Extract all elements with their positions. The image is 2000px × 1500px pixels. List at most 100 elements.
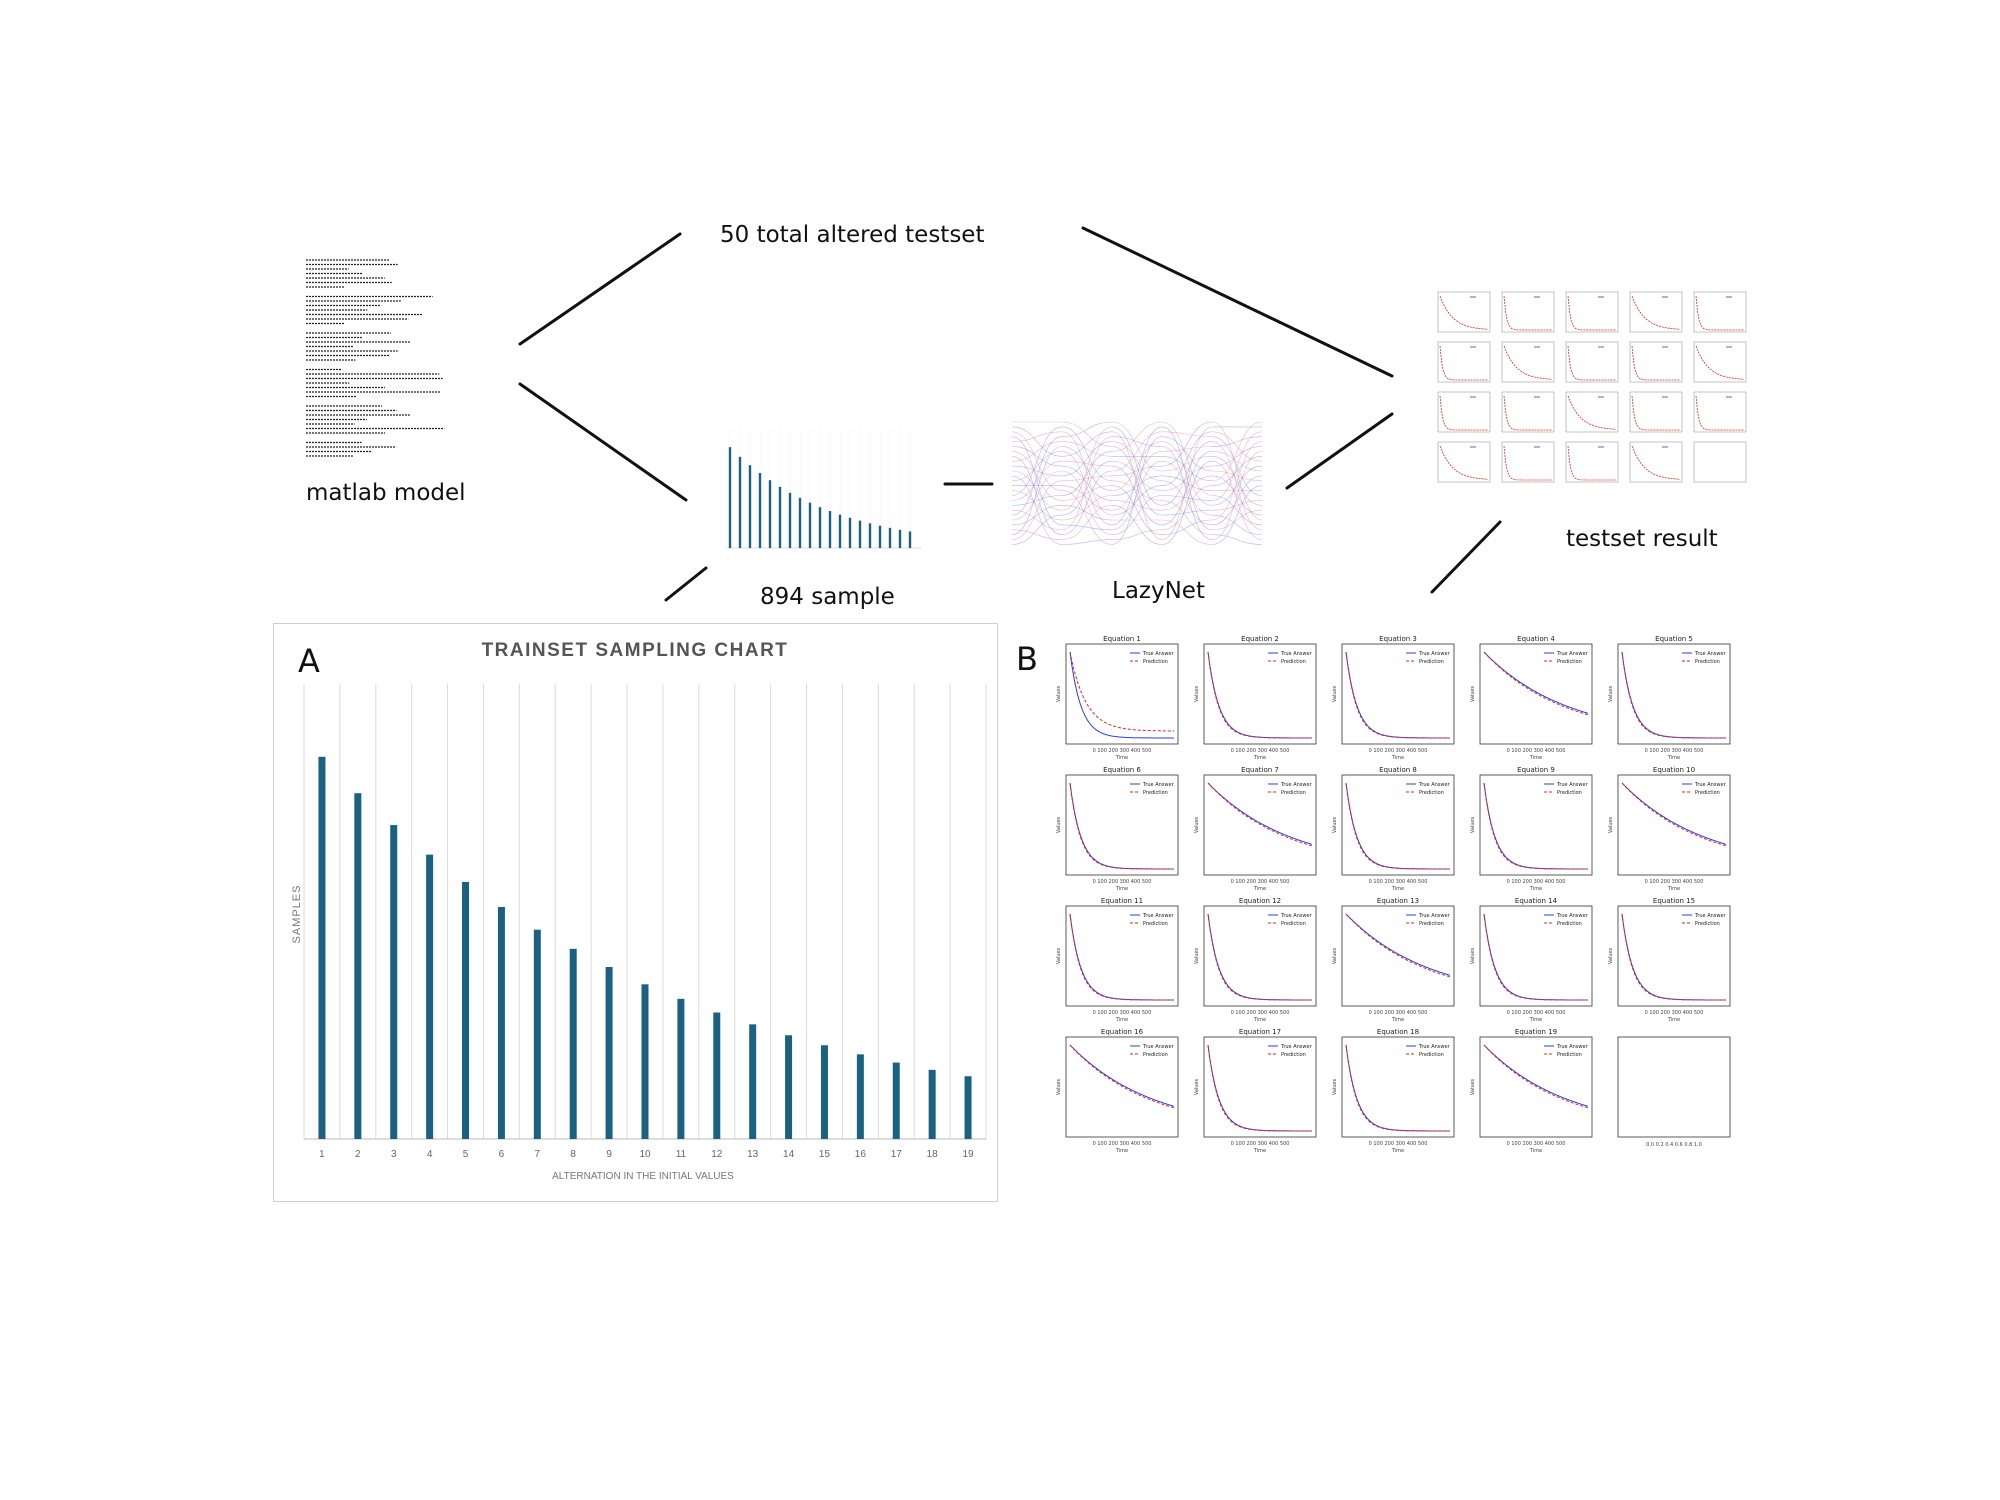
network-edge [1012,480,1063,540]
prediction-line [1345,782,1450,870]
network-edge [1161,456,1213,472]
bar-tick-label: 5 [463,1149,469,1160]
mini-curve [1439,395,1488,431]
bar-15 [820,1045,828,1139]
bar-chart-ylabel: SAMPLES [291,885,303,944]
network-edge [1012,505,1063,526]
subplot-xlabel: Time [1391,755,1404,761]
subplot-title: Equation 2 [1241,635,1279,643]
network-edge [1061,436,1113,531]
subplot-xlabel: Time [1115,755,1128,761]
legend-true-label: True Answer [1142,913,1175,919]
network-edge [1111,451,1163,511]
subplot-xlabel: Time [1391,1148,1404,1154]
network-edge [1061,490,1113,545]
subplot-xlabel: Time [1667,755,1680,761]
network-edge [1012,465,1063,477]
network-edge [1111,460,1163,531]
subplot-title: Equation 19 [1515,1028,1557,1036]
subplot-legend: True Answer Prediction [1130,782,1175,796]
subplot-xlabel: Time [1115,886,1128,892]
subplot-xlabel: Time [1529,1017,1542,1023]
network-edge [1111,426,1163,526]
network-edge [1012,514,1063,545]
network-edge [1061,441,1113,457]
subplot-xticks: 0 100 200 300 400 500 [1231,1010,1290,1016]
network-edge [1211,470,1263,482]
subplot-frame [1203,643,1317,745]
legend-prediction-label: Prediction [1557,659,1582,665]
mini-subplot [1501,341,1555,383]
network-edge [1061,485,1113,501]
mini-subplot [1501,441,1555,483]
bar-chart-xlabel: ALTERNATION IN THE INITIAL VALUES [552,1171,734,1182]
connector-lazynet-to-result [1285,412,1394,490]
prediction-line [1207,1044,1312,1132]
legend-true-label: True Answer [1556,913,1589,919]
prediction-line [1483,1044,1589,1109]
subplot-title: Equation 5 [1655,635,1693,643]
subplot-ylabel: Values [1194,947,1200,964]
network-edge [1061,421,1113,447]
connector-sample-to-panel-a [664,566,708,602]
legend-true-label: True Answer [1280,1044,1313,1050]
mini-bar [778,486,782,548]
network-edge [1111,441,1163,491]
legend-true-label: True Answer [1142,782,1175,788]
network-edge [1012,446,1063,535]
subplot-ylabel: Values [1470,816,1476,833]
prediction-line [1069,782,1174,870]
mini-curve [1503,445,1552,481]
subplot-xticks: 0 100 200 300 400 500 [1507,879,1566,885]
subplot-frame [1479,643,1593,745]
subplot-xticks: 0 100 200 300 400 500 [1645,879,1704,885]
bar-tick-label: 16 [855,1149,867,1160]
network-edge [1161,465,1213,491]
network-edge [1211,456,1263,486]
subplot-title: Equation 4 [1517,635,1555,643]
network-edge [1211,509,1263,531]
legend-prediction-label: Prediction [1557,1052,1582,1058]
bar-tick-label: 1 [319,1149,325,1160]
lazynet-label: LazyNet [1112,578,1205,604]
prediction-line [1621,782,1727,847]
bar-tick-label: 18 [927,1149,939,1160]
network-edge [1061,451,1113,496]
network-edge [1012,426,1063,496]
subplot-xticks: 0 100 200 300 400 500 [1645,1010,1704,1016]
mini-curve [1631,395,1680,431]
network-edge [1161,431,1213,437]
bar-tick-label: 2 [355,1149,361,1160]
bar-tick-label: 19 [962,1149,974,1160]
mini-curve [1631,295,1681,330]
subplot-frame [1203,1036,1317,1138]
subplot-legend: True Answer Prediction [1268,1044,1313,1058]
bar-7 [533,929,541,1139]
mini-subplot [1565,441,1619,483]
network-edge [1161,500,1213,535]
network-edge [1211,431,1263,462]
network-edge [1061,431,1113,457]
subplot-legend: True Answer Prediction [1406,913,1451,927]
subplot-ylabel: Values [1194,685,1200,702]
network-edge [1161,431,1213,486]
network-edge [1061,505,1113,521]
network-edge [1161,460,1213,545]
subplot-ylabel: Values [1608,685,1614,702]
network-edge [1211,436,1263,447]
panel-b-equation-grid: Equation 10 100 200 300 400 500TimeValue… [1056,635,1731,1154]
network-edge [1111,485,1163,535]
subplot-xticks: 0 100 200 300 400 500 [1507,1010,1566,1016]
subplot-title: Equation 6 [1103,766,1141,774]
subplot-xlabel: Time [1529,886,1542,892]
network-edge [1111,431,1163,472]
subplot-xlabel: Time [1391,886,1404,892]
prediction-line [1069,651,1174,732]
mini-bar [858,520,862,548]
network-edge [1211,441,1263,521]
